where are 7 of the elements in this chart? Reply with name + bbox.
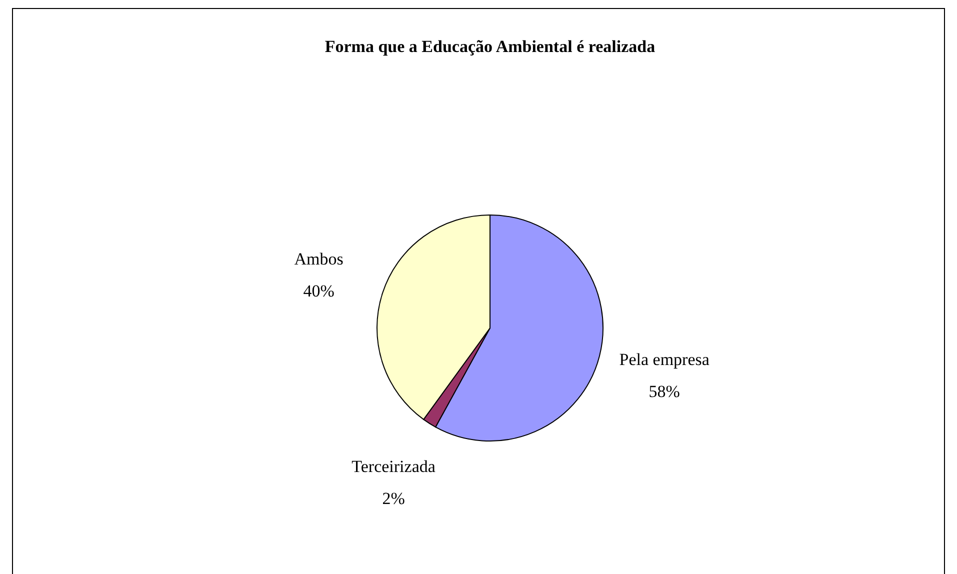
chart-title: Forma que a Educação Ambiental é realizada xyxy=(324,37,656,56)
slice-label: Pela empresa xyxy=(619,350,710,369)
data-label: 40% xyxy=(303,281,334,300)
slice-label: Terceirizada xyxy=(352,456,436,476)
data-label: 2% xyxy=(382,488,405,508)
slice-label: Ambos xyxy=(294,249,344,268)
data-label: 58% xyxy=(648,382,680,401)
